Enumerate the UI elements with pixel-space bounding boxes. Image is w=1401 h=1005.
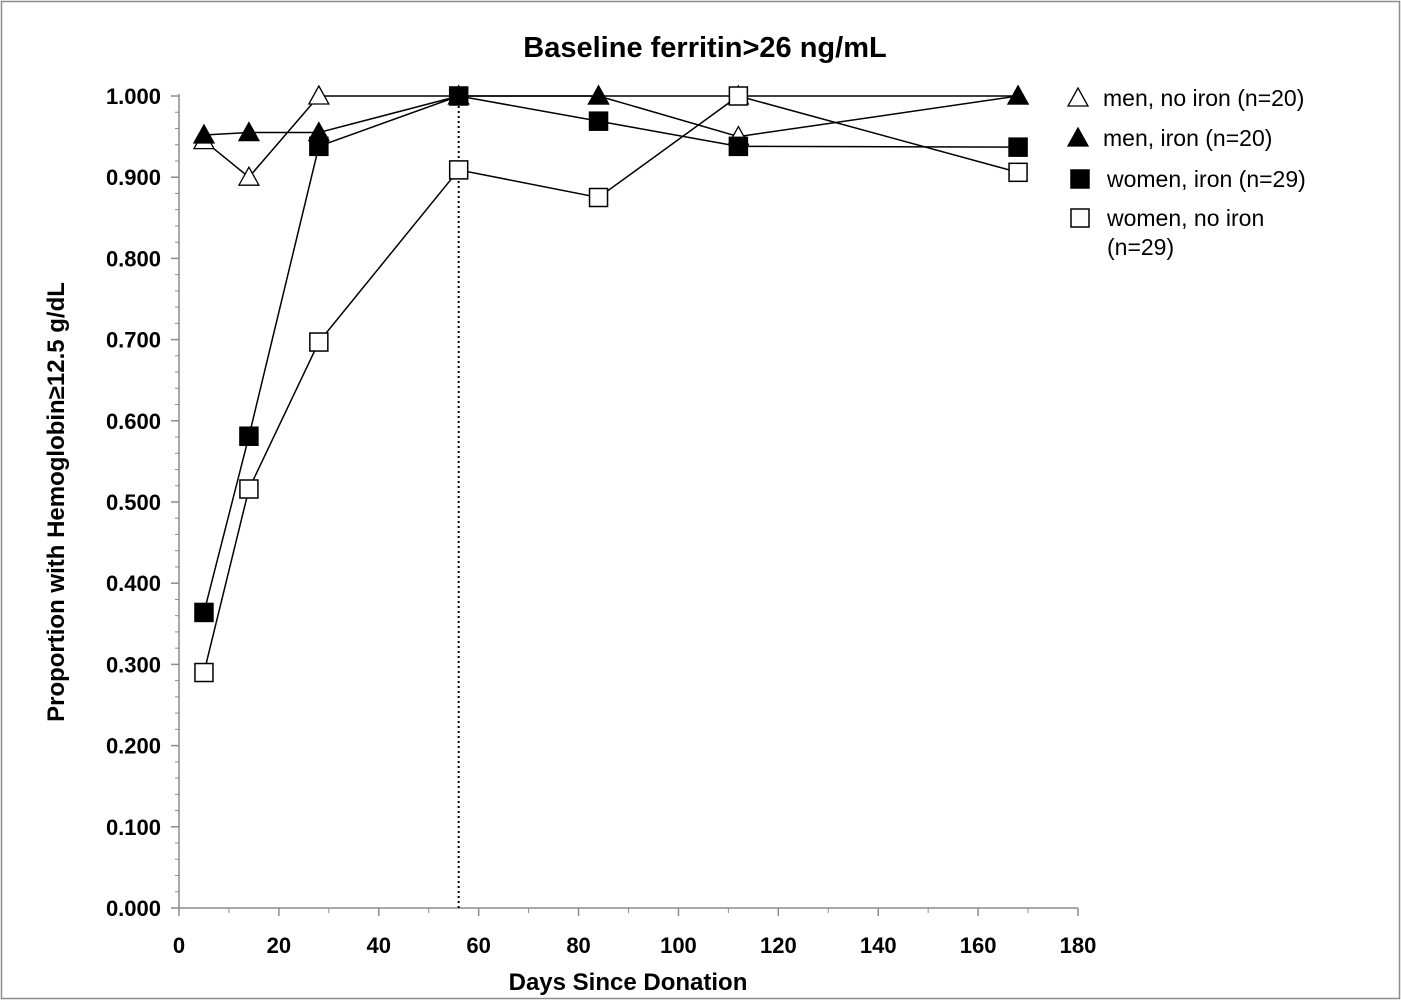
y-tick-label: 0.500	[106, 490, 161, 515]
x-tick-label: 40	[367, 933, 391, 958]
x-tick-label: 60	[466, 933, 490, 958]
data-point-1	[587, 84, 610, 105]
y-tick-label: 0.800	[106, 246, 161, 271]
data-point-2	[239, 426, 259, 446]
y-tick-label: 0.300	[106, 652, 161, 677]
y-tick-label: 0.900	[106, 165, 161, 190]
y-tick-label: 1.000	[106, 84, 161, 109]
y-tick-label: 0.000	[106, 896, 161, 921]
data-point-3	[1008, 162, 1028, 183]
data-point-2	[448, 86, 469, 106]
legend-marker-0	[1066, 86, 1090, 107]
data-point-3	[448, 160, 469, 180]
y-tick-label: 0.200	[106, 734, 161, 759]
data-point-1	[237, 121, 261, 142]
x-tick-label: 180	[1060, 933, 1097, 958]
data-point-1	[192, 123, 216, 144]
data-point-2	[588, 111, 609, 131]
x-tick-label: 80	[566, 933, 590, 958]
x-tick-label: 140	[860, 933, 897, 958]
data-point-3	[728, 86, 749, 106]
y-tick-label: 0.400	[106, 571, 161, 596]
legend-label-2: women, iron (n=29)	[1106, 166, 1306, 192]
legend-marker-3	[1070, 208, 1090, 228]
legend-marker-1	[1066, 126, 1090, 147]
x-axis-ticks: 0 20 40 60 80 100 120 140 160 180	[173, 908, 1096, 958]
data-point-2	[309, 136, 329, 157]
legend-marker-2	[1070, 169, 1090, 189]
series-markers	[192, 84, 1030, 683]
legend-label-1: men, iron (n=20)	[1103, 125, 1272, 151]
y-tick-label: 0.700	[106, 328, 161, 353]
data-point-0	[237, 165, 261, 186]
x-tick-label: 120	[760, 933, 797, 958]
data-point-2	[194, 602, 214, 623]
data-point-0	[307, 84, 330, 105]
data-point-3	[309, 332, 329, 352]
x-tick-label: 20	[267, 933, 291, 958]
y-tick-label: 0.600	[106, 409, 161, 434]
data-point-1	[1006, 84, 1030, 105]
data-point-2	[1008, 137, 1028, 157]
x-tick-label: 100	[660, 933, 697, 958]
data-point-3	[239, 479, 259, 499]
x-tick-label: 160	[960, 933, 997, 958]
legend: men, no iron (n=20) men, iron (n=20) women…	[1066, 85, 1306, 260]
data-point-3	[588, 187, 609, 208]
legend-label-3: women, no iron (n=29)	[1106, 205, 1264, 260]
data-point-3	[194, 662, 214, 683]
chart-title: Baseline ferritin>26 ng/mL	[523, 32, 886, 64]
data-point-2	[728, 136, 749, 157]
legend-label-0: men, no iron (n=20)	[1103, 85, 1304, 111]
x-tick-label: 0	[173, 933, 185, 958]
x-axis-title: Days Since Donation	[509, 969, 748, 996]
y-axis-title: Proportion with Hemoglobin≥12.5 g/dL	[43, 282, 70, 722]
y-axis-ticks: 0.000 0.100 0.200 0.300 0.400 0.500 0.600 0.700…	[106, 84, 179, 921]
y-tick-label: 0.100	[106, 815, 161, 840]
